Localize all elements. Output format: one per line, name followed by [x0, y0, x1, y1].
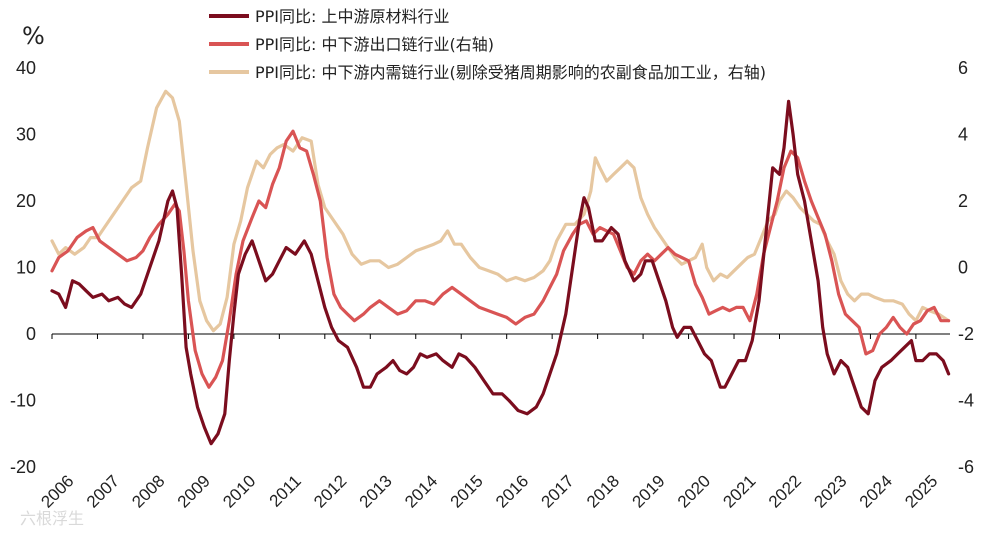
x-tick-label: 2020 — [674, 471, 714, 511]
y-right-tick-label: 2 — [958, 191, 968, 211]
x-tick-label: 2013 — [356, 471, 396, 511]
y-left-axis: -20 -10 0 10 20 30 40 — [10, 58, 36, 477]
x-tick-label: 2019 — [628, 471, 668, 511]
y-left-tick-label: 30 — [16, 125, 36, 145]
y-left-tick-label: 10 — [16, 258, 36, 278]
x-tick-label: 2023 — [810, 471, 850, 511]
x-tick-label: 2011 — [266, 471, 305, 510]
x-tick-label: 2021 — [719, 471, 759, 511]
legend-label: PPI同比: 上中游原材料行业 — [255, 7, 450, 26]
x-tick-label: 2015 — [447, 471, 487, 511]
y-left-tick-label: -10 — [10, 391, 36, 411]
x-tick-label: 2009 — [174, 471, 214, 511]
x-tick-label: 2008 — [128, 471, 168, 511]
series-layer — [50, 89, 951, 446]
x-axis: 2006 2007 2008 2009 2010 2011 2012 2013 2014 2015… — [37, 333, 950, 512]
x-tick-label: 2014 — [401, 471, 441, 511]
y-right-tick-label: -6 — [958, 457, 974, 477]
y-right-axis: -6 -4 -2 0 2 4 6 — [958, 58, 974, 477]
x-tick-label: 2018 — [583, 471, 623, 511]
legend-label: PPI同比: 中下游内需链行业(剔除受猪周期影响的农副食品加工业，右轴) — [255, 63, 766, 82]
y-left-tick-label: 0 — [26, 324, 36, 344]
watermark: 六根浮生 — [20, 509, 84, 528]
y-left-tick-label: -20 — [10, 457, 36, 477]
y-right-tick-label: 6 — [958, 58, 968, 78]
y-right-tick-label: 4 — [958, 125, 968, 145]
x-tick-label: 2007 — [83, 471, 123, 511]
y-left-tick-label: 20 — [16, 191, 36, 211]
x-tick-label: 2024 — [856, 471, 896, 511]
unit-label: % — [22, 22, 45, 50]
y-right-tick-label: -2 — [958, 324, 974, 344]
x-tick-label: 2006 — [37, 471, 77, 511]
x-tick-label: 2017 — [538, 471, 578, 511]
series-line-1 — [50, 129, 951, 389]
y-right-tick-label: 0 — [958, 258, 968, 278]
series-line-2 — [50, 89, 951, 333]
series-line-0 — [50, 99, 951, 446]
legend: PPI同比: 上中游原材料行业 PPI同比: 中下游出口链行业(右轴) PPI同比:… — [209, 7, 766, 82]
x-tick-label: 2022 — [765, 471, 805, 511]
x-tick-label: 2012 — [310, 471, 350, 511]
y-right-tick-label: -4 — [958, 391, 974, 411]
x-tick-label: 2025 — [901, 471, 941, 511]
x-tick-label: 2016 — [492, 471, 532, 511]
legend-label: PPI同比: 中下游出口链行业(右轴) — [255, 35, 494, 54]
x-tick-label: 2010 — [219, 471, 259, 511]
y-left-tick-label: 40 — [16, 58, 36, 78]
